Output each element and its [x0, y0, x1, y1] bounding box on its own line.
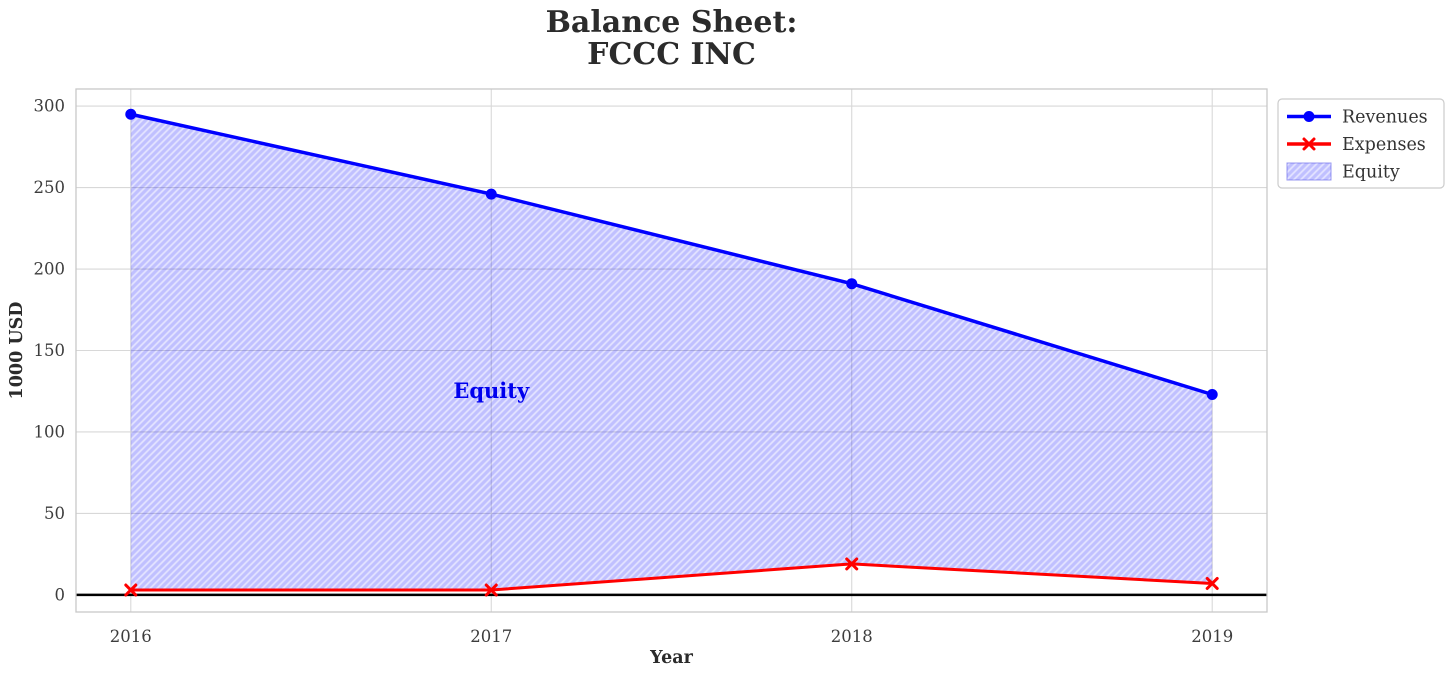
x-tick-label: 2016 — [110, 627, 152, 646]
chart-title-line1: Balance Sheet: — [546, 5, 798, 40]
series-expenses — [124, 557, 1219, 597]
legend-item-equity: Equity — [1286, 162, 1400, 183]
x-marker — [1205, 576, 1219, 590]
y-axis-label: 1000 USD — [7, 302, 27, 400]
y-tick-label: 250 — [34, 178, 66, 197]
x-marker — [484, 583, 498, 597]
y-tick-label: 300 — [34, 97, 66, 116]
y-tick-label: 50 — [44, 504, 65, 523]
legend-label: Equity — [1342, 163, 1400, 183]
legend-label: Revenues — [1342, 108, 1428, 128]
legend: Revenues Expenses Equity — [1277, 98, 1445, 189]
circle-marker — [485, 188, 497, 200]
x-axis-label: Year — [649, 648, 693, 668]
x-tick-labels: 2016 2017 2018 2019 — [110, 627, 1233, 646]
circle-marker — [125, 108, 137, 120]
plot-border — [75, 88, 1268, 613]
circle-marker — [846, 278, 858, 290]
revenues-line — [129, 112, 1214, 397]
y-tick-label: 0 — [55, 585, 66, 604]
legend-item-revenues: Revenues — [1287, 108, 1428, 128]
equity-area — [130, 114, 1213, 591]
series-revenues — [125, 108, 1218, 400]
y-tick-label: 200 — [34, 260, 66, 279]
circle-marker — [1206, 388, 1218, 400]
equity-swatch-hatch — [1287, 163, 1331, 180]
expenses-line — [129, 562, 1214, 592]
chart-title: Balance Sheet:FCCC INC — [546, 5, 798, 72]
x-tick-label: 2019 — [1191, 627, 1233, 646]
legend-label: Expenses — [1342, 135, 1426, 155]
equity-annotation: Equity — [453, 378, 530, 403]
x-marker — [124, 583, 138, 597]
x-tick-label: 2018 — [831, 627, 873, 646]
y-tick-label: 100 — [34, 422, 66, 441]
circle-marker — [1303, 111, 1315, 122]
x-marker — [845, 557, 859, 571]
chart-title-line2: FCCC INC — [587, 37, 756, 72]
x-tick-label: 2017 — [470, 627, 512, 646]
y-tick-label: 150 — [34, 341, 66, 360]
equity-area-hatch — [130, 114, 1213, 591]
y-tick-labels: 0 50 100 150 200 250 300 — [34, 97, 66, 605]
x-marker — [1302, 137, 1316, 151]
legend-item-expenses: Expenses — [1287, 135, 1426, 155]
